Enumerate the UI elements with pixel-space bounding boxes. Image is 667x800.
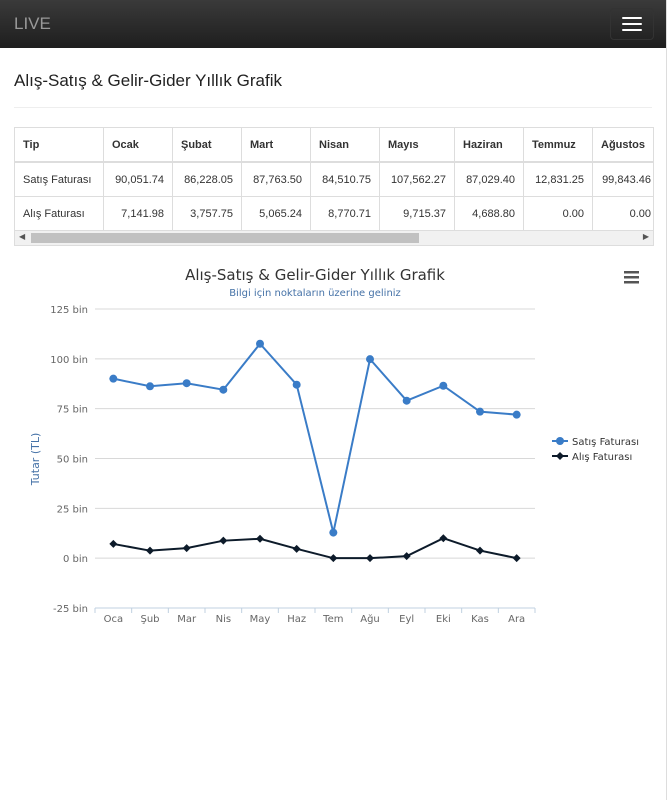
x-tick-label: Nis xyxy=(216,614,231,625)
y-tick-label: 75 bin xyxy=(57,405,88,416)
data-point xyxy=(182,544,191,553)
x-tick-label: May xyxy=(250,614,271,625)
x-tick-label: Şub xyxy=(140,614,159,625)
table-cell: 5,065.24 xyxy=(241,196,311,231)
data-point xyxy=(109,539,118,548)
data-point xyxy=(329,554,338,563)
scroll-right-icon[interactable]: ▶ xyxy=(642,232,649,241)
table-cell: 3,757.75 xyxy=(172,196,242,231)
data-point xyxy=(329,528,338,537)
legend-marker xyxy=(556,452,564,460)
x-tick-label: Eyl xyxy=(399,614,414,625)
table-cell: 8,770.71 xyxy=(310,196,380,231)
legend-item[interactable]: Satış Faturası xyxy=(572,437,639,448)
data-table-container: Tip Ocak Şubat Mart Nisan Mayıs Haziran Temmuz A… xyxy=(14,127,654,246)
data-point xyxy=(439,534,448,543)
column-header: Ocak xyxy=(103,128,173,163)
table-cell: 86,228.05 xyxy=(172,162,242,197)
x-tick-label: Ara xyxy=(508,614,525,625)
column-header: Nisan xyxy=(310,128,380,163)
row-label: Satış Faturası xyxy=(15,162,104,197)
table-cell: 84,510.75 xyxy=(310,162,380,197)
data-point xyxy=(476,407,484,416)
y-tick-label: 0 bin xyxy=(63,554,88,565)
chart-title: Alış-Satış & Gelir-Gider Yıllık Grafik xyxy=(185,266,445,284)
x-tick-label: Haz xyxy=(287,614,306,625)
table-row: Alış Faturası 7,141.98 3,757.75 5,065.24 8,7… xyxy=(15,196,653,231)
data-point xyxy=(402,396,411,405)
navbar: LIVE xyxy=(0,0,666,48)
data-point xyxy=(182,379,191,388)
y-tick-label: 25 bin xyxy=(57,504,88,515)
column-header: Temmuz xyxy=(523,128,593,163)
data-point xyxy=(512,554,521,563)
data-point xyxy=(439,381,448,390)
x-tick-label: Mar xyxy=(177,614,197,625)
data-point xyxy=(109,374,118,383)
x-tick-label: Kas xyxy=(471,614,489,625)
data-point xyxy=(402,552,411,561)
data-point xyxy=(366,355,374,364)
table-cell: 0.00 xyxy=(592,196,653,231)
table-cell: 0.00 xyxy=(523,196,593,231)
data-point xyxy=(146,382,154,391)
table-cell: 87,029.40 xyxy=(454,162,524,197)
page-title: Alış-Satış & Gelir-Gider Yıllık Grafik xyxy=(14,71,282,90)
data-point xyxy=(366,554,374,563)
scrollbar-thumb[interactable] xyxy=(31,233,419,243)
column-header: Tip xyxy=(15,128,104,163)
column-header: Haziran xyxy=(454,128,524,163)
data-point xyxy=(476,546,484,555)
data-point xyxy=(146,546,154,555)
table-row: Satış Faturası 90,051.74 86,228.05 87,763.5… xyxy=(15,162,653,197)
menu-toggle-button[interactable] xyxy=(610,8,654,40)
y-tick-label: 50 bin xyxy=(57,455,88,466)
data-point xyxy=(292,380,301,389)
table-cell: 12,831.25 xyxy=(523,162,593,197)
legend-marker xyxy=(556,437,564,445)
y-tick-label: 125 bin xyxy=(50,305,88,316)
table-cell: 99,843.46 xyxy=(592,162,653,197)
column-header: Ağustos xyxy=(592,128,653,163)
horizontal-scrollbar[interactable]: ◀ ▶ xyxy=(15,231,653,245)
x-tick-label: Oca xyxy=(104,614,124,625)
table-cell: 9,715.37 xyxy=(379,196,455,231)
table-cell: 87,763.50 xyxy=(241,162,311,197)
chart-menu-icon[interactable] xyxy=(624,271,639,284)
column-header: Mayıs xyxy=(379,128,455,163)
table-cell: 7,141.98 xyxy=(103,196,173,231)
x-tick-label: Eki xyxy=(436,614,451,625)
legend-item[interactable]: Alış Faturası xyxy=(572,452,632,463)
divider xyxy=(14,107,652,108)
row-label: Alış Faturası xyxy=(15,196,104,231)
series-line-0 xyxy=(113,342,517,533)
brand-link[interactable]: LIVE xyxy=(14,14,51,33)
y-axis-label: Tutar (TL) xyxy=(29,433,42,487)
table-cell: 4,688.80 xyxy=(454,196,524,231)
x-tick-label: Tem xyxy=(322,614,343,625)
column-header: Mart xyxy=(241,128,311,163)
line-chart: Alış-Satış & Gelir-Gider Yıllık Grafik Bi… xyxy=(29,266,639,625)
y-tick-label: -25 bin xyxy=(53,604,88,615)
table-cell: 107,562.27 xyxy=(379,162,455,197)
table-cell: 90,051.74 xyxy=(103,162,173,197)
y-tick-label: 100 bin xyxy=(50,355,88,366)
x-tick-label: Ağu xyxy=(360,613,380,625)
data-point xyxy=(256,534,264,543)
data-point xyxy=(219,385,228,394)
column-header: Şubat xyxy=(172,128,242,163)
scroll-left-icon[interactable]: ◀ xyxy=(19,232,26,241)
data-point xyxy=(292,544,301,553)
series-line-1 xyxy=(113,537,517,560)
data-point xyxy=(219,536,228,545)
data-point xyxy=(256,339,264,348)
data-table: Tip Ocak Şubat Mart Nisan Mayıs Haziran Temmuz A… xyxy=(15,128,653,231)
data-point xyxy=(512,410,521,419)
chart-subtitle: Bilgi için noktaların üzerine geliniz xyxy=(229,288,401,299)
